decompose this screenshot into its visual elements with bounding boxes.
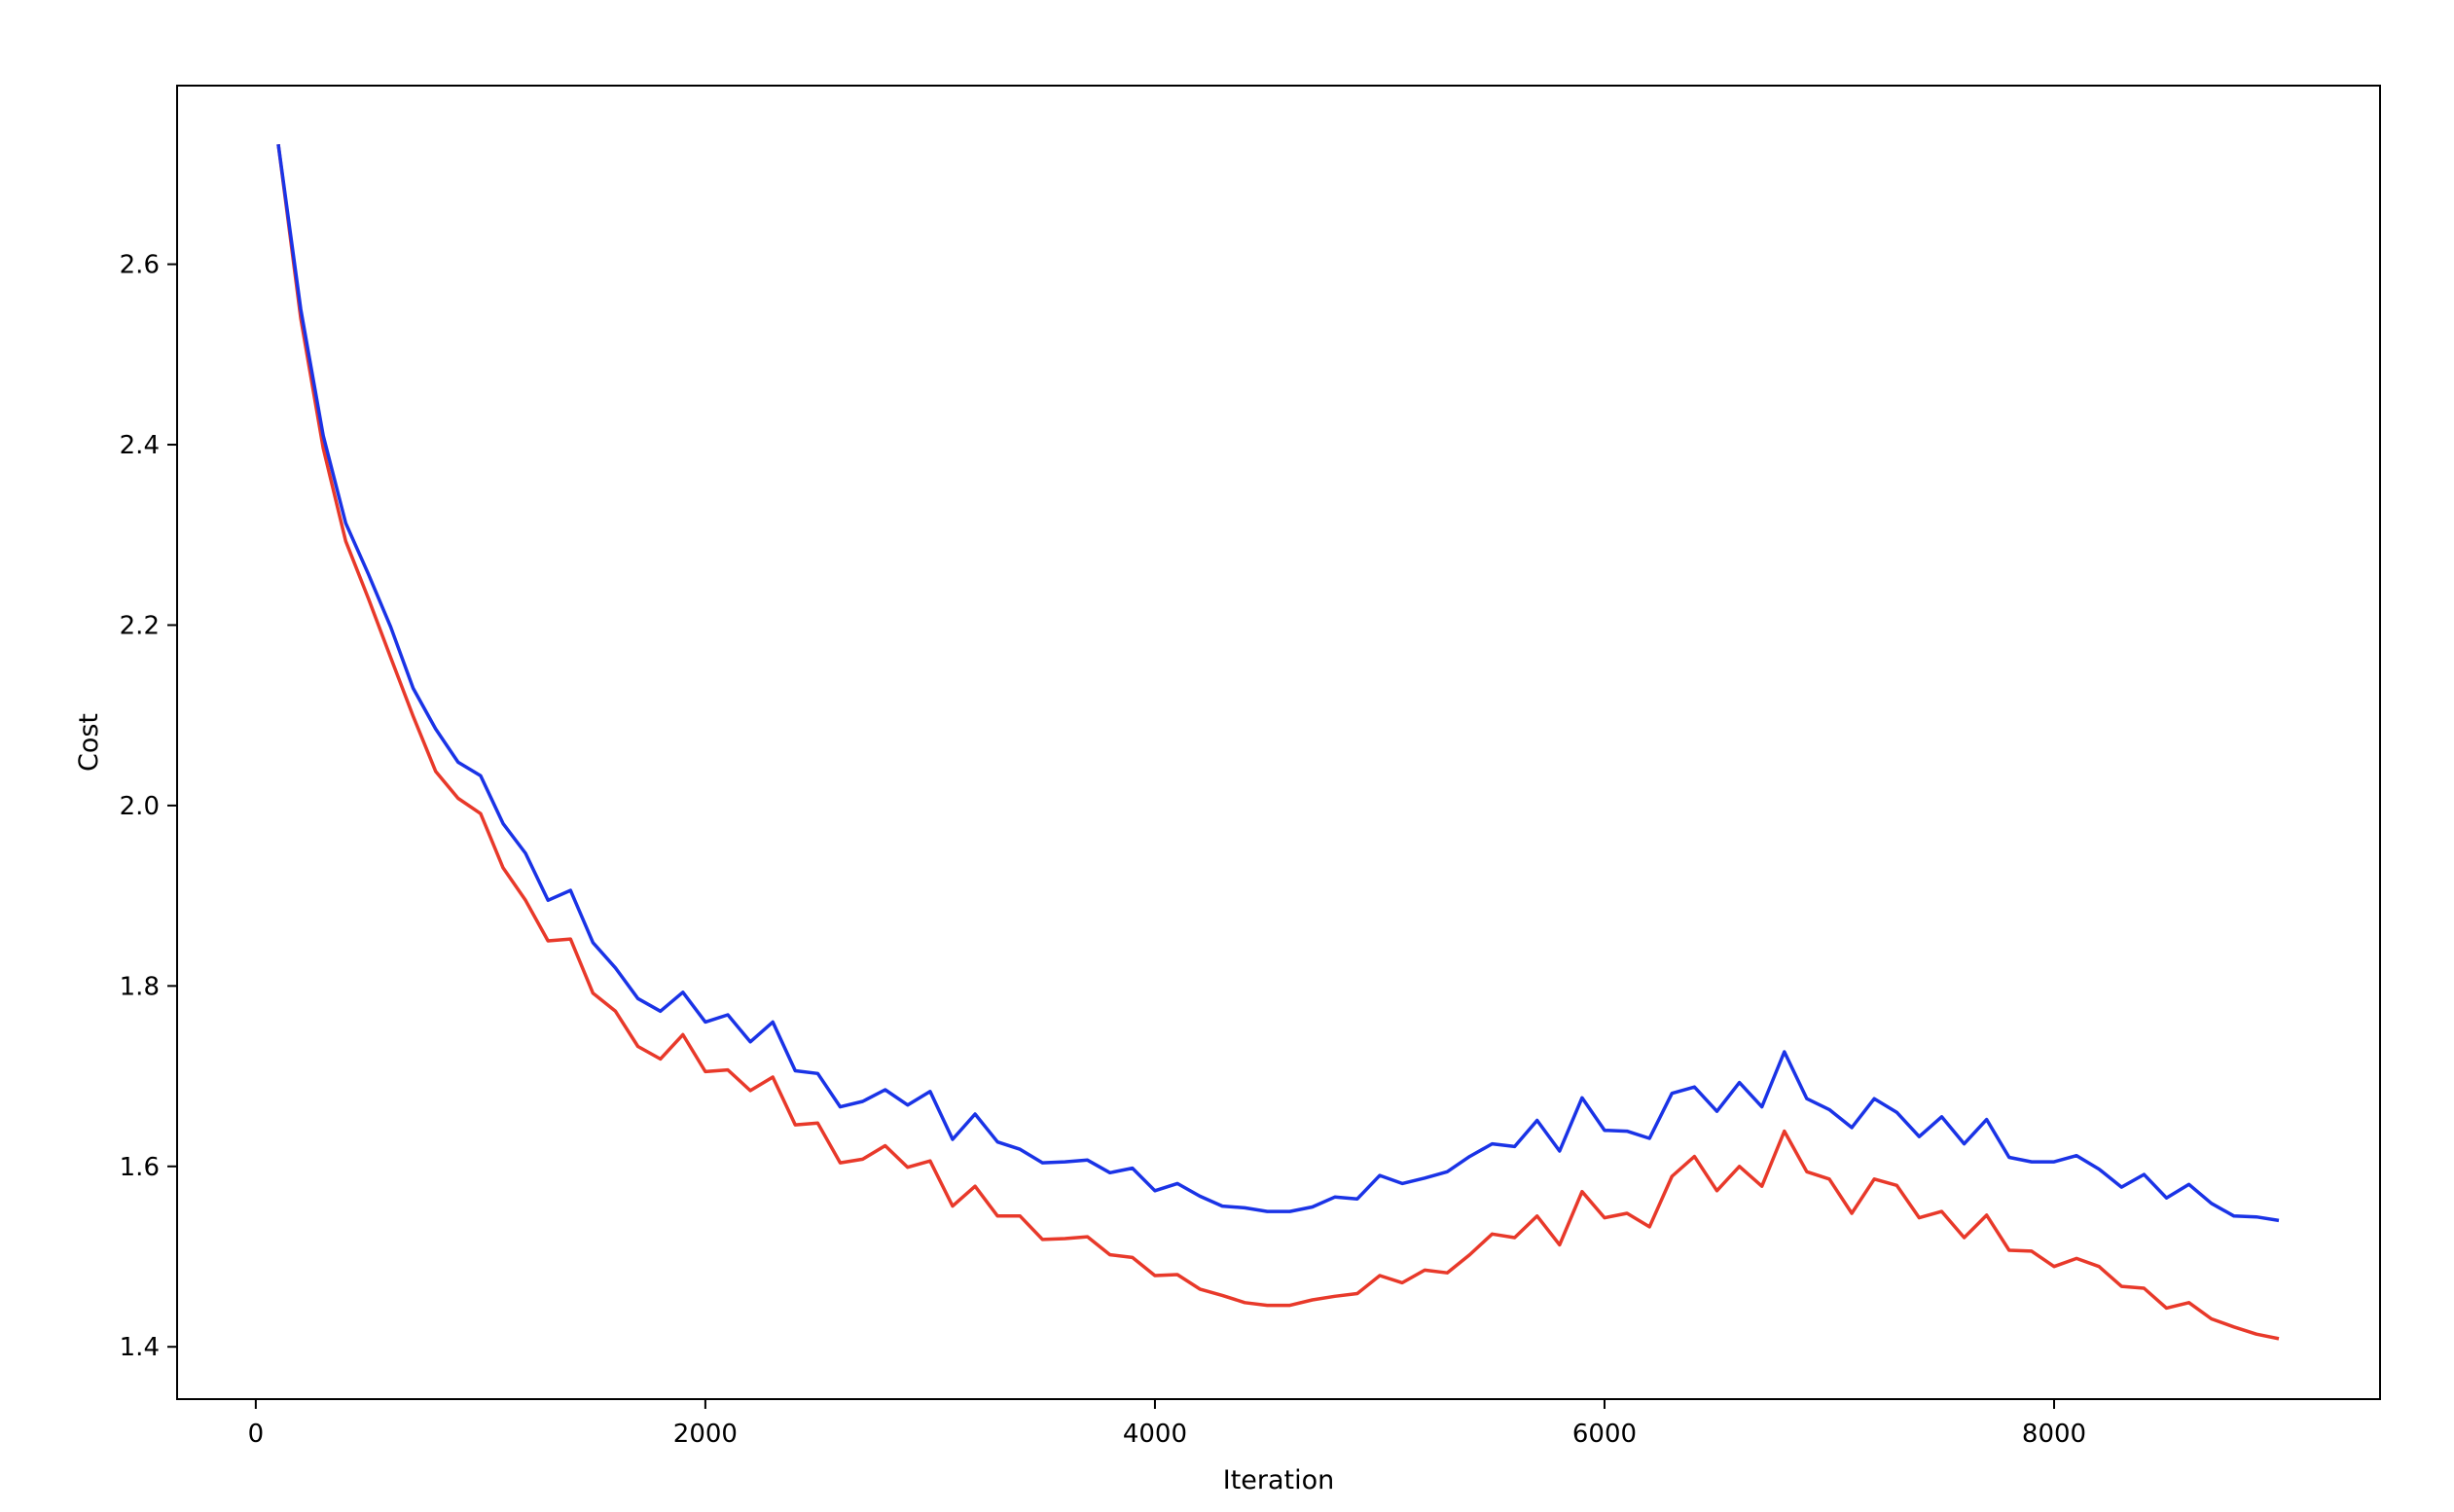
x-axis-ticks: 0 2000 4000 6000 8000 (248, 1399, 2086, 1449)
x-tick-label: 6000 (1572, 1420, 1637, 1449)
x-tick-label: 2000 (673, 1420, 738, 1449)
y-tick-label: 1.6 (120, 1153, 160, 1182)
y-tick-label: 2.4 (120, 431, 160, 460)
x-axis-label: Iteration (1223, 1465, 1335, 1495)
y-tick-label: 1.8 (120, 972, 160, 1001)
series-line (276, 144, 2280, 1341)
x-tick-label: 8000 (2022, 1420, 2086, 1449)
series-layer (276, 144, 2280, 1341)
y-tick-label: 2.2 (120, 611, 160, 640)
y-axis-ticks: 1.4 1.6 1.8 2.0 2.2 2.4 2.6 (120, 251, 177, 1362)
plot-area-frame (176, 85, 2381, 1400)
x-tick-label: 4000 (1123, 1420, 1187, 1449)
y-tick-label: 1.4 (120, 1333, 160, 1362)
y-tick-label: 2.6 (120, 251, 160, 280)
x-tick-label: 0 (248, 1420, 265, 1449)
series-line (276, 144, 2280, 1223)
y-axis-label: Cost (74, 713, 104, 772)
y-tick-label: 2.0 (120, 792, 160, 821)
